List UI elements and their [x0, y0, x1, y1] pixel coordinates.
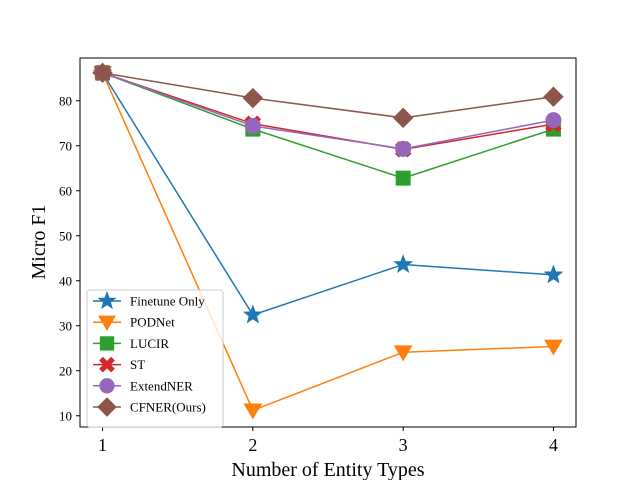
data-point-podnet-2	[243, 403, 263, 420]
legend-item-lucir: LUCIR	[93, 336, 169, 351]
axes-frame	[79, 57, 577, 428]
y-axis: 10 20 30 40 50 60 70 80	[59, 93, 80, 423]
series-line-st	[102, 72, 554, 151]
series-line-finetune-only	[101, 72, 554, 316]
x-tick-label: 4	[549, 435, 558, 455]
legend-item-cfner-ours: CFNER(Ours)	[93, 397, 206, 417]
legend-label: PODNet	[130, 315, 175, 330]
series-st	[94, 64, 562, 158]
x-tick-label: 1	[98, 435, 107, 455]
x-axis: 1 2 3 4	[98, 427, 558, 455]
legend-label: CFNER(Ours)	[130, 400, 206, 415]
legend-marker-cfner-ours	[97, 397, 117, 417]
legend-marker-extendner	[99, 378, 115, 394]
legend-box	[86, 289, 224, 428]
y-tick-label: 70	[59, 138, 72, 153]
y-tick-label: 50	[59, 228, 72, 243]
data-point-cfner-ours-4	[543, 86, 564, 107]
data-point-cfner-ours-1	[92, 62, 113, 84]
legend-label: Finetune Only	[130, 294, 205, 309]
series-line-podnet	[101, 72, 554, 412]
x-axis-label: Number of Entity Types	[231, 459, 424, 480]
data-point-extendner-3	[395, 140, 412, 157]
y-tick-label: 40	[59, 273, 72, 288]
legend-label: ST	[130, 357, 145, 372]
data-point-cfner-ours-2	[242, 87, 264, 109]
legend-label: ExtendNER	[130, 378, 193, 393]
series-line-cfner-ours	[102, 72, 554, 119]
data-point-finetune-only-4	[543, 264, 564, 284]
data-point-cfner-ours-3	[392, 107, 414, 129]
x-tick-label: 2	[248, 435, 257, 455]
x-tick-label: 3	[399, 435, 408, 455]
y-tick-label: 60	[59, 183, 72, 198]
data-point-podnet-4	[544, 339, 563, 356]
legend-label: LUCIR	[130, 336, 169, 351]
series-line-lucir	[102, 72, 554, 179]
series-podnet	[93, 65, 563, 420]
legend-marker-finetune-only	[97, 291, 117, 310]
data-point-podnet-3	[393, 345, 413, 362]
legend-item-finetune-only: Finetune Only	[93, 291, 205, 310]
data-point-extendner-4	[545, 112, 562, 129]
data-point-finetune-only-3	[393, 254, 414, 273]
series-extendner	[94, 64, 562, 157]
series-cfner-ours	[92, 62, 564, 129]
y-tick-label: 10	[59, 408, 72, 423]
y-tick-label: 20	[59, 363, 72, 378]
legend-marker-st	[99, 356, 115, 373]
y-axis-label: Micro F1	[28, 205, 50, 280]
data-point-finetune-only-2	[242, 304, 263, 324]
legend-item-podnet: PODNet	[93, 315, 175, 331]
data-point-lucir-3	[395, 170, 411, 186]
series-finetune-only	[92, 62, 564, 324]
y-tick-label: 80	[59, 93, 72, 108]
legend-marker-lucir	[99, 336, 115, 351]
legend-item-st: ST	[93, 356, 145, 373]
y-tick-label: 30	[59, 318, 72, 333]
data-point-extendner-2	[244, 117, 261, 134]
plot-marks	[92, 62, 564, 420]
legend: Finetune Only PODNet LUCIR ST ExtendNER CFNER…	[86, 289, 224, 428]
series-line-extendner	[102, 72, 554, 150]
legend-marker-podnet	[98, 315, 116, 331]
legend-item-extendner: ExtendNER	[93, 378, 193, 394]
